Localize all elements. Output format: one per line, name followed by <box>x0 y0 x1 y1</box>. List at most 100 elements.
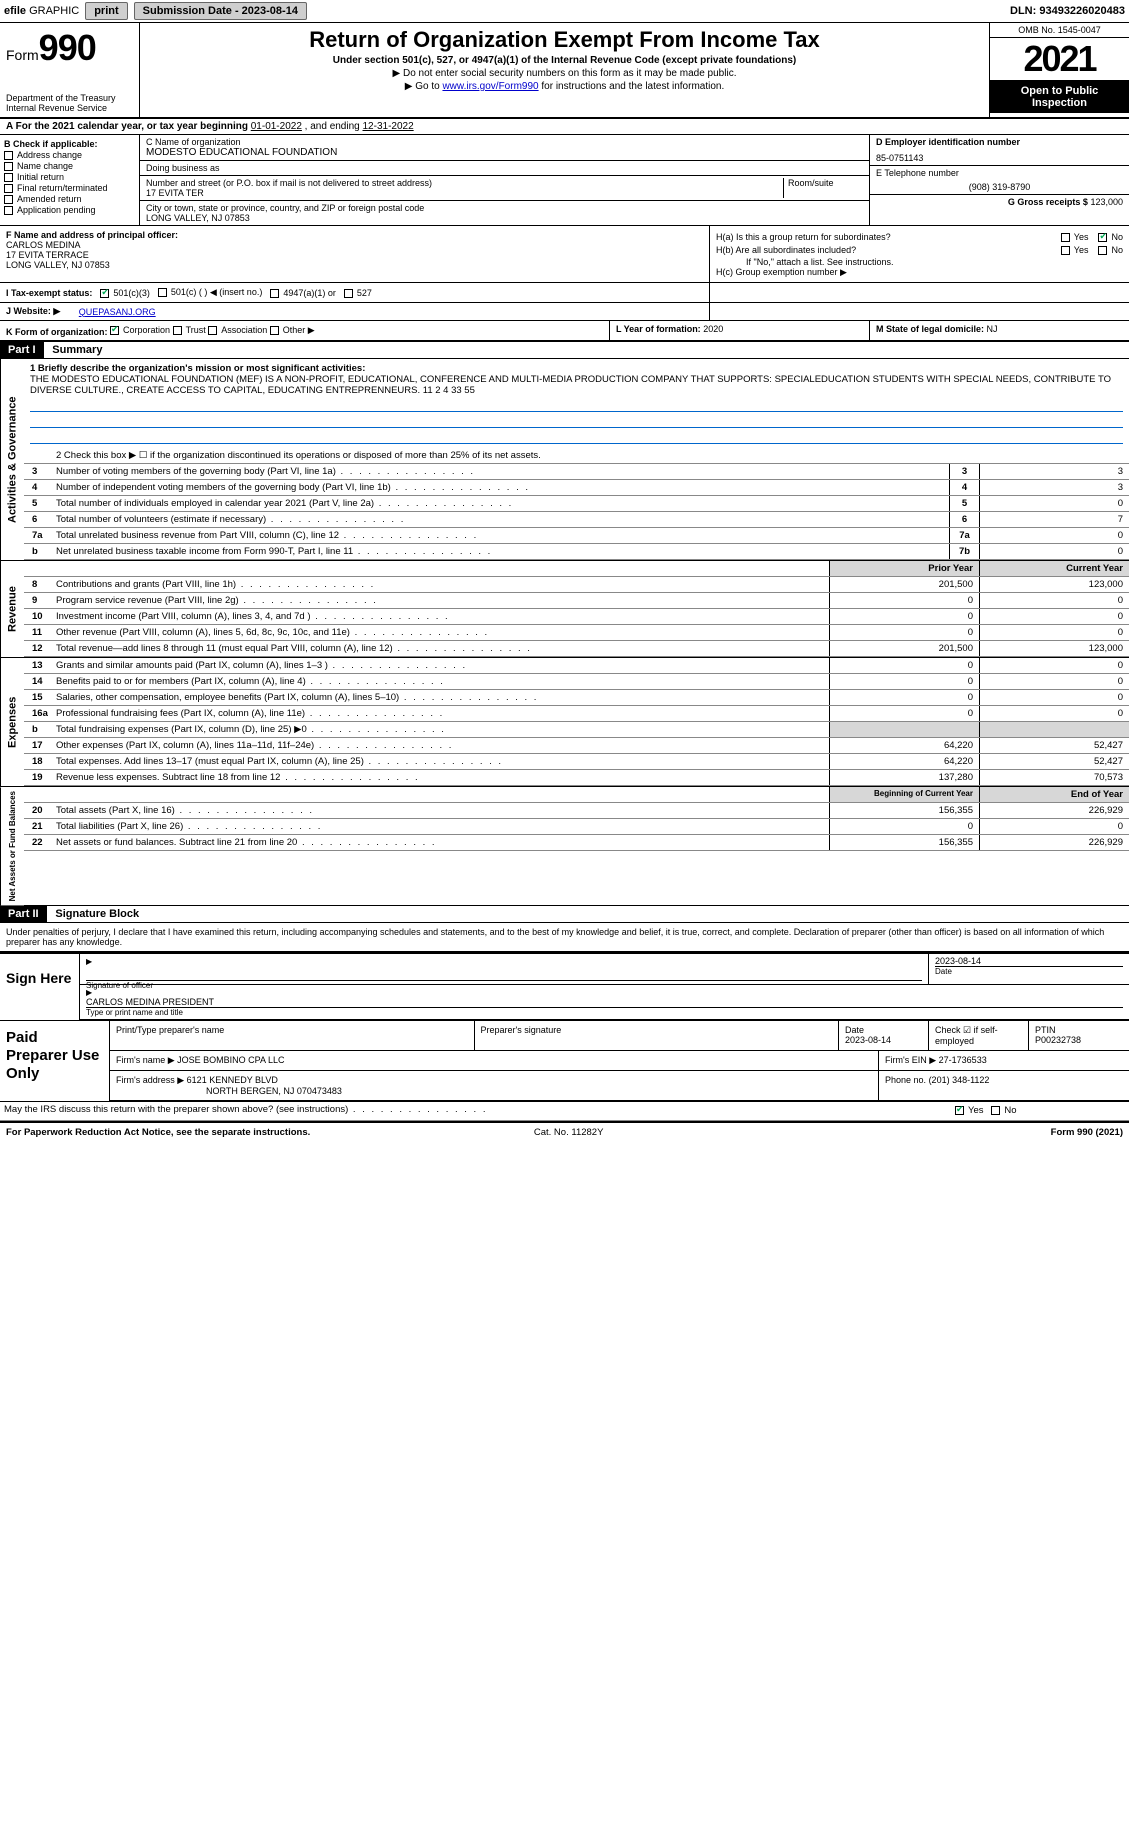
col-d: D Employer identification number 85-0751… <box>869 135 1129 225</box>
firm-addr2: NORTH BERGEN, NJ 070473483 <box>116 1086 872 1096</box>
q1-text: THE MODESTO EDUCATIONAL FOUNDATION (MEF)… <box>30 374 1123 396</box>
data-line: 10Investment income (Part VIII, column (… <box>24 609 1129 625</box>
data-line: 8Contributions and grants (Part VIII, li… <box>24 577 1129 593</box>
may-yes[interactable]: Yes <box>955 1105 984 1116</box>
data-line: 9Program service revenue (Part VIII, lin… <box>24 593 1129 609</box>
k-assoc[interactable]: Association <box>208 325 267 335</box>
chk-pending[interactable]: Application pending <box>4 205 135 215</box>
city-label: City or town, state or province, country… <box>146 203 863 213</box>
i-501c3[interactable]: 501(c)(3) <box>100 288 150 298</box>
gov-line: 3Number of voting members of the governi… <box>24 464 1129 480</box>
dept-label: Department of the Treasury <box>6 93 133 103</box>
may-no[interactable]: No <box>991 1105 1016 1116</box>
k-trust[interactable]: Trust <box>173 325 206 335</box>
hb-yes[interactable]: Yes <box>1061 245 1089 255</box>
tax-year: 2021 <box>990 38 1129 81</box>
note-ssn: ▶ Do not enter social security numbers o… <box>148 68 981 79</box>
chk-amended[interactable]: Amended return <box>4 194 135 204</box>
firm-phone: (201) 348-1122 <box>929 1075 990 1085</box>
c-name-label: C Name of organization <box>146 137 863 147</box>
hb-no[interactable]: No <box>1098 245 1123 255</box>
k-other[interactable]: Other ▶ <box>270 325 315 336</box>
street-value: 17 EVITA TER <box>146 188 783 198</box>
side-exp: Expenses <box>0 658 24 786</box>
dln-label: DLN: 93493226020483 <box>1010 5 1125 17</box>
form-header: Form990 Department of the Treasury Inter… <box>0 23 1129 119</box>
chk-initial[interactable]: Initial return <box>4 172 135 182</box>
data-line: 20Total assets (Part X, line 16)156,3552… <box>24 803 1129 819</box>
ein-value: 85-0751143 <box>876 153 1123 163</box>
org-name: MODESTO EDUCATIONAL FOUNDATION <box>146 147 863 158</box>
ha-yes[interactable]: Yes <box>1061 232 1089 242</box>
rev-colhdr: Prior Year Current Year <box>24 561 1129 577</box>
page-footer: For Paperwork Reduction Act Notice, see … <box>0 1121 1129 1142</box>
firm-label: Firm's name ▶ <box>116 1055 175 1065</box>
street-label: Number and street (or P.O. box if mail i… <box>146 178 783 188</box>
firm-ein: 27-1736533 <box>939 1055 987 1065</box>
prep-selfemp: Check ☑ if self-employed <box>929 1021 1029 1050</box>
l-label: L Year of formation: <box>616 324 701 334</box>
hc-label: H(c) Group exemption number ▶ <box>716 267 1123 278</box>
m-value: NJ <box>987 324 998 334</box>
ha-label: H(a) Is this a group return for subordin… <box>716 232 891 242</box>
prep-date: 2023-08-14 <box>845 1035 922 1045</box>
header-mid: Return of Organization Exempt From Incom… <box>140 23 989 117</box>
gov-line: bNet unrelated business taxable income f… <box>24 544 1129 560</box>
gov-section: Activities & Governance 1 Briefly descri… <box>0 359 1129 560</box>
form-subtitle: Under section 501(c), 527, or 4947(a)(1)… <box>148 55 981 66</box>
officer-addr2: LONG VALLEY, NJ 07853 <box>6 260 703 270</box>
topbar: efile GRAPHIC print Submission Date - 20… <box>0 0 1129 23</box>
data-line: 12Total revenue—add lines 8 through 11 (… <box>24 641 1129 657</box>
data-line: 15Salaries, other compensation, employee… <box>24 690 1129 706</box>
side-rev: Revenue <box>0 561 24 657</box>
print-button[interactable]: print <box>85 2 127 20</box>
m-label: M State of legal domicile: <box>876 324 984 334</box>
header-left: Form990 Department of the Treasury Inter… <box>0 23 140 117</box>
uline <box>30 398 1123 412</box>
gov-line: 4Number of independent voting members of… <box>24 480 1129 496</box>
col-f: F Name and address of principal officer:… <box>0 226 709 282</box>
form-number: Form990 <box>6 27 133 69</box>
footer-left: For Paperwork Reduction Act Notice, see … <box>6 1127 310 1138</box>
note-link: ▶ Go to www.irs.gov/Form990 for instruct… <box>148 81 981 92</box>
firm-addr-label: Firm's address ▶ <box>116 1075 184 1085</box>
public-inspection: Open to Public Inspection <box>990 81 1129 113</box>
may-discuss: May the IRS discuss this return with the… <box>0 1101 1129 1121</box>
hb-label: H(b) Are all subordinates included? <box>716 245 856 255</box>
col-c: C Name of organization MODESTO EDUCATION… <box>140 135 869 225</box>
chk-address[interactable]: Address change <box>4 150 135 160</box>
part2-header: Part II Signature Block <box>0 906 1129 923</box>
officer-addr1: 17 EVITA TERRACE <box>6 250 703 260</box>
section-fh: F Name and address of principal officer:… <box>0 226 1129 283</box>
sig-date-label: Date <box>935 966 1123 976</box>
chk-name[interactable]: Name change <box>4 161 135 171</box>
side-net: Net Assets or Fund Balances <box>0 787 24 905</box>
sig-name-label: Type or print name and title <box>86 1007 1123 1017</box>
firm-addr1: 6121 KENNEDY BLVD <box>187 1075 278 1085</box>
dba-label: Doing business as <box>146 163 863 173</box>
sign-block: Sign Here Signature of officer 2023-08-1… <box>0 952 1129 1020</box>
irs-link[interactable]: www.irs.gov/Form990 <box>442 81 538 92</box>
net-section: Net Assets or Fund Balances Beginning of… <box>0 786 1129 906</box>
sign-label: Sign Here <box>0 954 80 1020</box>
i-527[interactable]: 527 <box>344 288 372 298</box>
k-corp[interactable]: Corporation <box>110 325 170 335</box>
i-501c[interactable]: 501(c) ( ) ◀ (insert no.) <box>158 287 262 298</box>
submission-date-button[interactable]: Submission Date - 2023-08-14 <box>134 2 307 20</box>
rev-section: Revenue Prior Year Current Year 8Contrib… <box>0 560 1129 657</box>
website-link[interactable]: QUEPASANJ.ORG <box>79 307 156 317</box>
form-title: Return of Organization Exempt From Incom… <box>148 27 981 53</box>
footer-mid: Cat. No. 11282Y <box>534 1127 604 1138</box>
data-line: 16aProfessional fundraising fees (Part I… <box>24 706 1129 722</box>
uline <box>30 414 1123 428</box>
part1-hdr: Part I <box>0 342 44 358</box>
chk-final[interactable]: Final return/terminated <box>4 183 135 193</box>
i-4947[interactable]: 4947(a)(1) or <box>270 288 336 298</box>
mission-block: 1 Briefly describe the organization's mi… <box>24 359 1129 448</box>
g-label: G Gross receipts $ <box>1008 197 1088 207</box>
row-klm: K Form of organization: Corporation Trus… <box>0 321 1129 342</box>
ha-no[interactable]: No <box>1098 232 1123 242</box>
side-gov: Activities & Governance <box>0 359 24 560</box>
phone-value: (908) 319-8790 <box>876 182 1123 192</box>
paid-block: Paid Preparer Use Only Print/Type prepar… <box>0 1020 1129 1101</box>
